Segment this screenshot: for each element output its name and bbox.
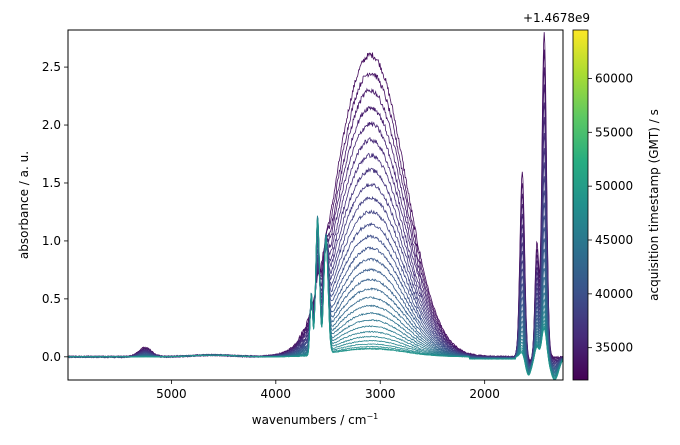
series-line — [68, 219, 563, 380]
colorbar — [572, 29, 589, 381]
x-axis-label: wavenumbers / cm−1 — [252, 412, 379, 427]
x-tick-label: 3000 — [365, 387, 396, 401]
colorbar-offset-text: +1.4678e9 — [523, 11, 590, 25]
series-group — [68, 32, 563, 380]
series-line — [68, 102, 563, 364]
y-axis: 0.0 0.5 1.0 1.5 2.0 2.5 — [42, 60, 68, 364]
series-line — [68, 32, 563, 362]
colorbar-tick-label: 50000 — [595, 179, 633, 193]
x-tick-label: 4000 — [261, 387, 292, 401]
y-tick-label: 0.5 — [42, 292, 61, 306]
series-line — [68, 84, 563, 363]
x-tick-label: 5000 — [156, 387, 187, 401]
series-line — [68, 148, 563, 365]
colorbar-tick-label: 35000 — [595, 341, 633, 355]
series-line — [68, 67, 563, 362]
y-tick-label: 2.0 — [42, 118, 61, 132]
y-tick-label: 1.5 — [42, 176, 61, 190]
series-line — [68, 49, 563, 362]
colorbar-label: acquisition timestamp (GMT) / s — [647, 109, 661, 301]
series-line — [68, 132, 563, 364]
series-line — [68, 117, 563, 364]
plot-frame — [67, 29, 564, 381]
y-tick-label: 1.0 — [42, 234, 61, 248]
y-axis-label: absorbance / a. u. — [17, 151, 31, 259]
y-tick-label: 2.5 — [42, 60, 61, 74]
colorbar-ticks: 35000 40000 45000 50000 55000 60000 — [588, 71, 633, 355]
colorbar-tick-label: 40000 — [595, 287, 633, 301]
x-tick-label: 2000 — [469, 387, 500, 401]
colorbar-tick-label: 55000 — [595, 125, 633, 139]
colorbar-tick-label: 60000 — [595, 71, 633, 85]
y-tick-label: 0.0 — [42, 350, 61, 364]
colorbar-tick-label: 45000 — [595, 233, 633, 247]
x-axis: 5000 4000 3000 2000 — [156, 380, 500, 401]
